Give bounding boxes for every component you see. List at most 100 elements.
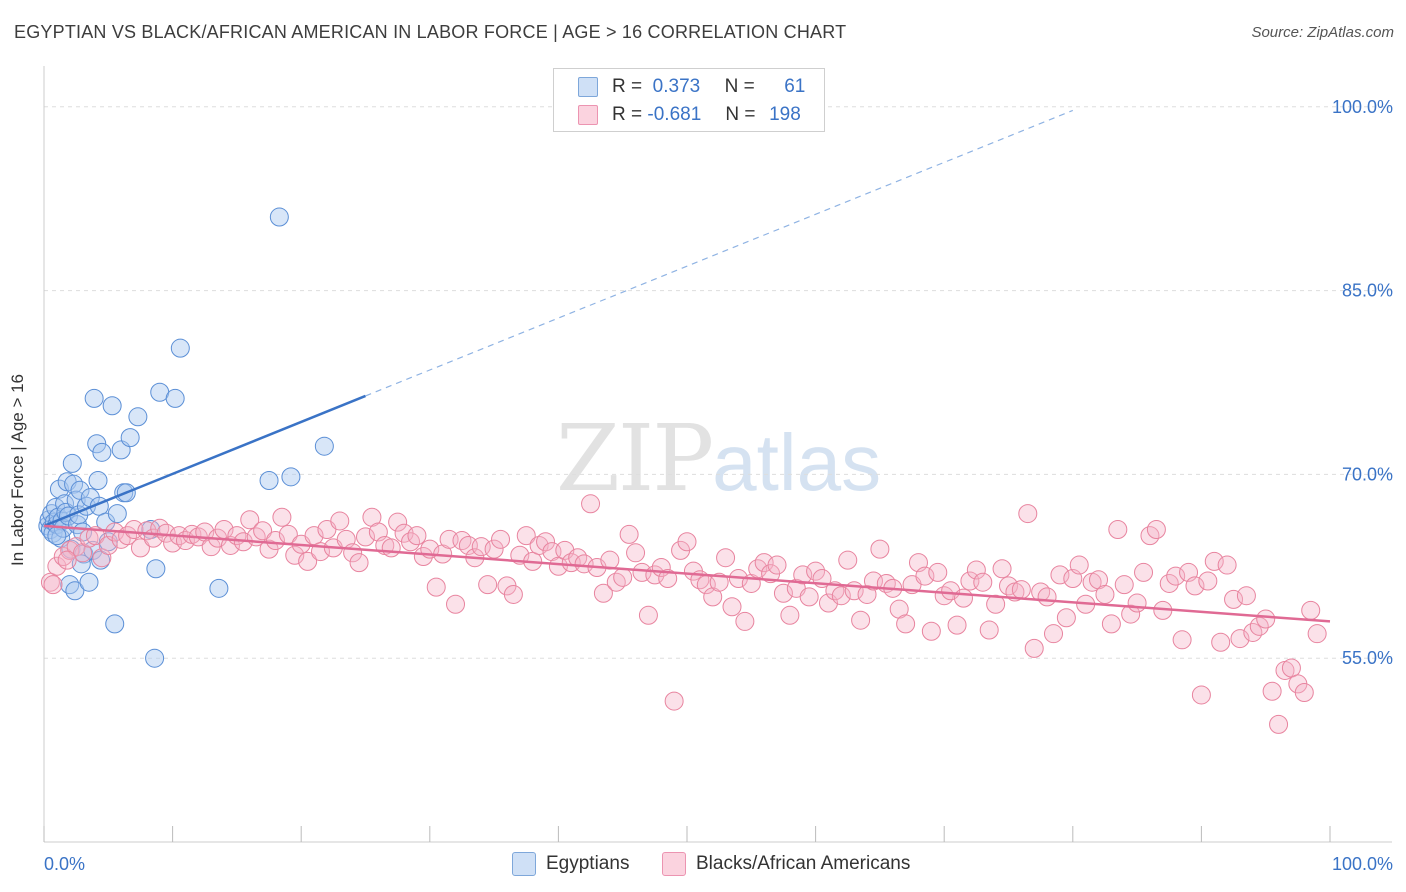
y-axis-label: In Labor Force | Age > 16: [8, 373, 27, 567]
point-blacks: [1069, 555, 1089, 575]
point-blacks: [298, 551, 318, 571]
series-legend: Egyptians Blacks/African Americans: [0, 852, 1406, 878]
source-credit: Source: ZipAtlas.com: [1251, 24, 1394, 41]
point-egyptians: [88, 471, 108, 491]
r-label: R =: [612, 76, 643, 97]
point-blacks: [130, 538, 150, 558]
axes: [43, 66, 1392, 843]
point-blacks: [613, 567, 633, 587]
y-tick-label: 55.0%: [1342, 648, 1393, 668]
point-blacks: [1204, 551, 1224, 571]
point-blacks: [780, 605, 800, 625]
point-egyptians: [165, 388, 185, 408]
point-blacks: [491, 529, 511, 549]
point-blacks: [413, 546, 433, 566]
point-blacks: [966, 560, 986, 580]
data-points: [38, 207, 1327, 734]
point-blacks: [1191, 685, 1211, 705]
legend-item-blacks[interactable]: Blacks/African Americans: [662, 852, 910, 876]
point-blacks: [1307, 624, 1327, 644]
point-blacks: [1256, 609, 1276, 629]
n-label: N =: [724, 76, 755, 97]
point-blacks: [111, 529, 131, 549]
point-blacks: [928, 562, 948, 582]
point-blacks: [851, 610, 871, 630]
watermark: ZIPatlas: [556, 405, 881, 512]
point-egyptians: [105, 614, 125, 634]
point-egyptians: [269, 207, 289, 227]
point-blacks: [986, 594, 1006, 614]
n-value: 61: [784, 76, 806, 97]
point-blacks: [407, 526, 427, 546]
x-tick-label-max: 100.0%: [1332, 854, 1393, 874]
point-egyptians: [120, 428, 140, 448]
point-blacks: [253, 521, 273, 541]
point-blacks: [593, 583, 613, 603]
point-egyptians: [170, 338, 190, 358]
r-value: -0.681: [647, 104, 702, 125]
point-blacks: [1127, 593, 1147, 613]
point-blacks: [626, 543, 646, 563]
legend-item-egyptians[interactable]: Egyptians: [512, 852, 629, 876]
point-blacks: [896, 614, 916, 634]
point-blacks: [43, 575, 63, 595]
chart-title: EGYPTIAN VS BLACK/AFRICAN AMERICAN IN LA…: [14, 22, 847, 42]
point-egyptians: [314, 436, 334, 456]
point-blacks: [388, 512, 408, 532]
point-egyptians: [281, 467, 301, 487]
point-egyptians: [49, 479, 69, 499]
point-blacks: [722, 597, 742, 617]
point-blacks: [1134, 562, 1154, 582]
point-blacks: [1224, 589, 1244, 609]
legend-label: Blacks/African Americans: [696, 853, 911, 874]
point-egyptians: [62, 453, 82, 473]
point-egyptians: [66, 490, 86, 510]
point-blacks: [973, 572, 993, 592]
trend-line-blacks: [43, 524, 1331, 623]
point-egyptians: [47, 526, 67, 546]
point-egyptians: [259, 471, 279, 491]
n-label: N =: [725, 104, 756, 125]
point-blacks: [767, 555, 787, 575]
point-blacks: [600, 550, 620, 570]
point-blacks: [1018, 504, 1038, 524]
point-blacks: [1024, 638, 1044, 658]
correlation-legend: R = 0.373 N = 61 R = -0.681 N = 198: [553, 68, 825, 132]
r-label: R =: [612, 104, 643, 125]
watermark-zip: ZIP: [556, 405, 714, 512]
point-blacks: [150, 518, 170, 538]
point-blacks: [1172, 630, 1192, 650]
point-blacks: [716, 548, 736, 568]
point-egyptians: [79, 572, 99, 592]
point-blacks: [1037, 587, 1057, 607]
point-blacks: [1095, 584, 1115, 604]
point-blacks: [915, 566, 935, 586]
n-value: 198: [769, 104, 801, 125]
point-blacks: [92, 548, 112, 568]
point-blacks: [1211, 632, 1231, 652]
point-blacks: [478, 575, 498, 595]
point-blacks: [799, 587, 819, 607]
point-blacks: [1262, 681, 1282, 701]
r-value: 0.373: [652, 76, 701, 97]
point-blacks: [870, 539, 890, 559]
point-blacks: [1185, 576, 1205, 596]
point-blacks: [240, 510, 260, 530]
point-egyptians: [61, 539, 81, 559]
point-egyptians: [107, 504, 127, 524]
point-blacks: [1301, 600, 1321, 620]
point-blacks: [947, 615, 967, 635]
point-blacks: [1050, 565, 1070, 585]
point-blacks: [574, 554, 594, 574]
point-blacks: [349, 553, 369, 573]
legend-swatch-blue: [512, 852, 536, 876]
point-egyptians: [92, 442, 112, 462]
point-blacks: [831, 586, 851, 606]
point-blacks: [426, 577, 446, 597]
point-blacks: [921, 621, 941, 641]
trend-lines: [43, 109, 1331, 623]
point-blacks: [356, 527, 375, 547]
legend-swatch-blue: [578, 77, 598, 97]
point-blacks: [1114, 575, 1134, 595]
legend-row-blacks: R = -0.681 N = 198: [554, 101, 801, 129]
